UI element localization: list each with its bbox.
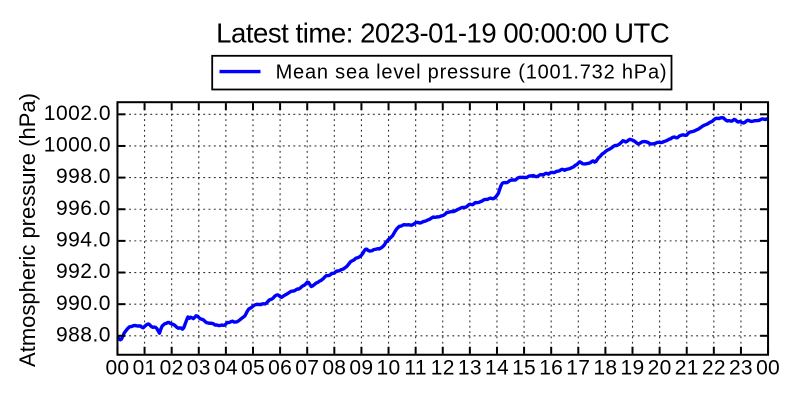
svg-text:14: 14: [485, 357, 509, 380]
svg-text:10: 10: [377, 357, 401, 380]
svg-text:21: 21: [675, 357, 699, 380]
svg-text:Atmospheric pressure (hPa): Atmospheric pressure (hPa): [15, 93, 40, 367]
svg-text:01: 01: [133, 357, 157, 380]
svg-text:03: 03: [187, 357, 211, 380]
svg-text:00: 00: [756, 357, 780, 380]
svg-text:994.0: 994.0: [56, 228, 111, 251]
svg-text:12: 12: [431, 357, 455, 380]
svg-text:02: 02: [160, 357, 184, 380]
svg-text:00: 00: [105, 357, 129, 380]
svg-text:07: 07: [295, 357, 319, 380]
svg-text:22: 22: [702, 357, 726, 380]
svg-text:17: 17: [566, 357, 590, 380]
svg-text:19: 19: [621, 357, 645, 380]
svg-text:992.0: 992.0: [56, 260, 111, 283]
svg-text:05: 05: [241, 357, 265, 380]
svg-text:1000.0: 1000.0: [44, 134, 111, 157]
svg-text:09: 09: [349, 357, 373, 380]
svg-text:20: 20: [648, 357, 672, 380]
svg-text:04: 04: [214, 357, 238, 380]
svg-text:11: 11: [404, 357, 426, 380]
svg-text:13: 13: [458, 357, 482, 380]
svg-text:06: 06: [268, 357, 292, 380]
svg-text:08: 08: [322, 357, 346, 380]
svg-text:990.0: 990.0: [56, 292, 111, 315]
svg-text:16: 16: [539, 357, 563, 380]
svg-text:Latest time: 2023-01-19 00:00:: Latest time: 2023-01-19 00:00:00 UTC: [216, 18, 669, 49]
svg-text:998.0: 998.0: [56, 165, 111, 188]
svg-text:Mean sea level pressure (1001.: Mean sea level pressure (1001.732 hPa): [276, 62, 668, 84]
svg-text:988.0: 988.0: [56, 323, 111, 346]
svg-text:996.0: 996.0: [56, 197, 111, 220]
svg-text:18: 18: [593, 357, 617, 380]
svg-text:23: 23: [729, 357, 753, 380]
svg-text:15: 15: [512, 357, 536, 380]
svg-text:1002.0: 1002.0: [44, 102, 111, 125]
